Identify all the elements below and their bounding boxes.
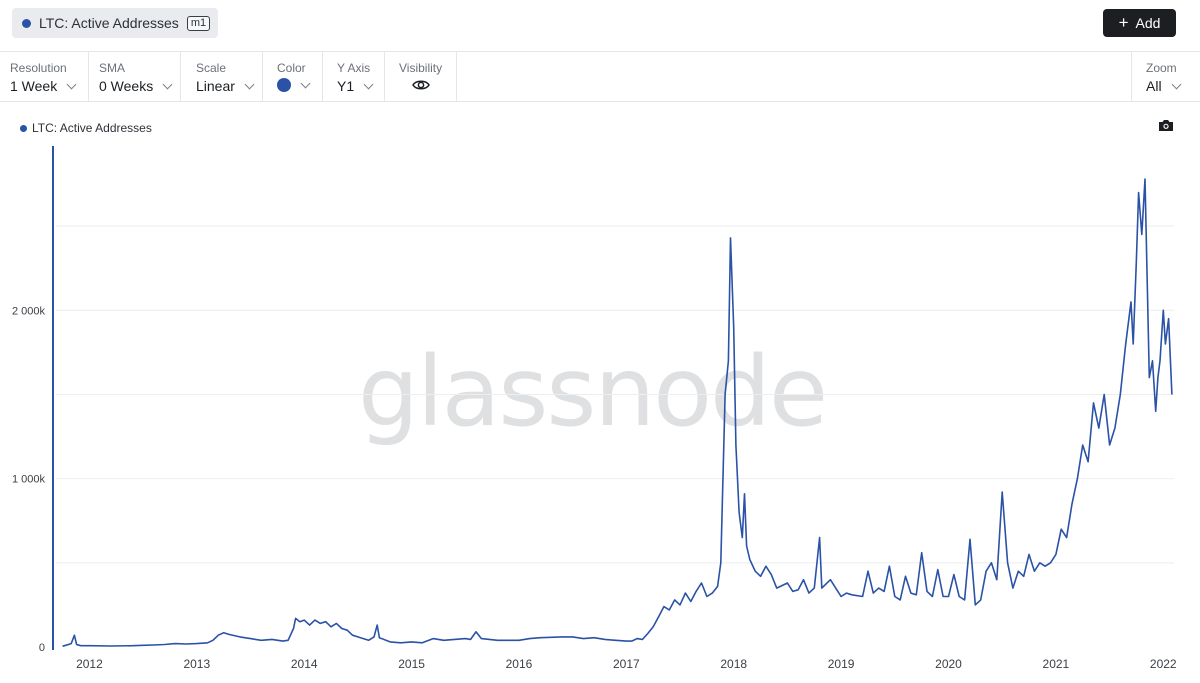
color-swatch	[277, 78, 291, 92]
metric-chip[interactable]: LTC: Active Addresses m1	[12, 8, 219, 38]
resolution-title: Resolution	[10, 61, 67, 75]
y-tick-label: 2 000k	[12, 305, 46, 317]
color-title: Color	[277, 61, 306, 75]
legend-label: LTC: Active Addresses	[32, 121, 152, 135]
x-tick-label: 2019	[828, 657, 855, 671]
x-tick-label: 2017	[613, 657, 640, 671]
x-tick-label: 2022	[1150, 657, 1177, 671]
sma-title: SMA	[99, 61, 126, 75]
visibility-title: Visibility	[399, 61, 443, 75]
y-axis-value: Y1	[337, 78, 355, 94]
metric-label: LTC: Active Addresses	[39, 15, 179, 31]
zoom-title: Zoom	[1146, 61, 1177, 75]
y-tick-label: 1 000k	[12, 474, 46, 486]
scale-value: Linear	[196, 78, 235, 94]
chart-controls-bar: Resolution 1 Week SMA 0 Weeks Scale Line…	[0, 52, 1200, 102]
x-tick-label: 2021	[1043, 657, 1070, 671]
chevron-down-icon	[66, 79, 77, 89]
zoom-dropdown[interactable]: Zoom All	[1131, 52, 1200, 102]
y-axis-dropdown[interactable]: Y Axis Y1	[323, 52, 385, 102]
color-dropdown[interactable]: Color	[263, 52, 323, 102]
add-button-label: Add	[1135, 15, 1161, 31]
visibility-toggle[interactable]: Visibility	[385, 52, 457, 102]
resolution-dropdown[interactable]: Resolution 1 Week	[0, 52, 89, 102]
chevron-down-icon	[244, 79, 255, 89]
zoom-value: All	[1146, 78, 1162, 94]
series-line	[62, 178, 1173, 647]
eye-icon	[412, 80, 430, 90]
x-tick-label: 2018	[720, 657, 747, 671]
x-tick-label: 2014	[291, 657, 318, 671]
top-bar: LTC: Active Addresses m1 + Add	[0, 0, 1200, 52]
chevron-down-icon	[1171, 79, 1182, 89]
metric-badge: m1	[186, 15, 211, 31]
chevron-down-icon	[300, 78, 311, 88]
scale-dropdown[interactable]: Scale Linear	[181, 52, 263, 102]
add-button[interactable]: + Add	[1103, 9, 1176, 37]
y-axis-title: Y Axis	[337, 61, 371, 75]
active-addresses-chart: glassnode 0 1 000k 2 000k 2012 2013 2014 2015…	[12, 146, 1177, 671]
x-tick-label: 2012	[76, 657, 103, 671]
resolution-value: 1 Week	[10, 78, 58, 94]
series-color-dot	[22, 18, 31, 28]
x-tick-label: 2016	[506, 657, 533, 671]
chevron-down-icon	[162, 79, 173, 89]
x-tick-label: 2015	[398, 657, 425, 671]
camera-icon[interactable]	[1158, 118, 1174, 132]
x-tick-label: 2013	[183, 657, 210, 671]
legend-dot	[20, 124, 27, 132]
y-tick-label: 0	[39, 642, 45, 654]
sma-value: 0 Weeks	[99, 78, 154, 94]
watermark: glassnode	[358, 336, 826, 448]
plus-icon: +	[1118, 13, 1129, 32]
scale-title: Scale	[196, 61, 227, 75]
sma-dropdown[interactable]: SMA 0 Weeks	[89, 52, 181, 102]
chevron-down-icon	[363, 79, 374, 89]
x-tick-label: 2020	[935, 657, 962, 671]
chart-legend[interactable]: LTC: Active Addresses	[20, 121, 152, 135]
